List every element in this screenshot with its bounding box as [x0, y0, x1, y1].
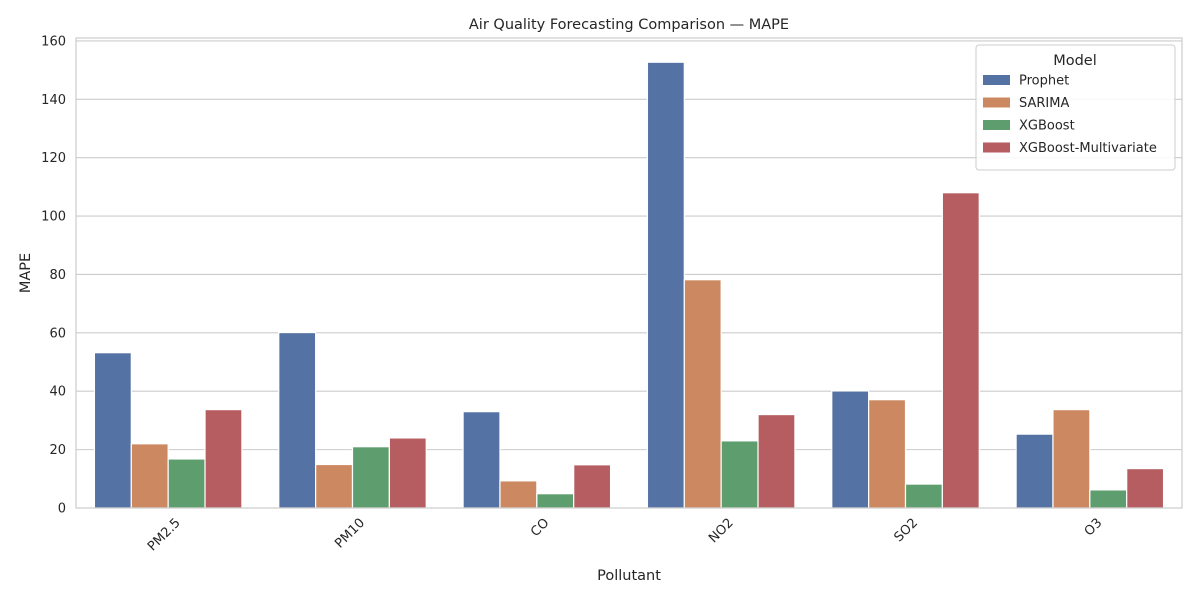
bar-prophet-pm2-5	[93, 352, 132, 509]
legend: Model Prophet SARIMA XGBoost XGBoost-Multiv…	[975, 44, 1176, 171]
bar-sarima-o3	[1052, 409, 1091, 509]
legend-label: XGBoost-Multivariate	[1019, 141, 1157, 156]
bar-xgboost-multivariate-pm2-5	[204, 409, 243, 509]
y-tick-label: 20	[49, 443, 66, 458]
y-tick-label: 160	[41, 34, 66, 49]
bar-xgboost-multivariate-pm10	[388, 437, 427, 509]
bar-xgboost-o3	[1089, 489, 1128, 509]
bar-prophet-pm10	[278, 331, 317, 509]
y-tick-label: 80	[49, 268, 66, 283]
bar-xgboost-co	[536, 493, 575, 509]
bar-prophet-o3	[1015, 433, 1054, 509]
legend-swatch	[983, 97, 1010, 108]
legend-title: Model	[1053, 53, 1097, 69]
bar-xgboost-no2	[720, 440, 759, 509]
bar-xgboost-multivariate-so2	[941, 192, 980, 509]
y-tick-labels: 0 20 40 60 80 100 120 140 160	[41, 34, 66, 516]
bar-xgboost-multivariate-no2	[757, 413, 796, 509]
legend-swatch	[983, 120, 1010, 130]
legend-label: XGBoost	[1019, 119, 1075, 134]
x-tick-label: NO2	[706, 516, 737, 547]
legend-label: SARIMA	[1019, 96, 1069, 111]
bar-sarima-pm2-5	[130, 443, 169, 509]
y-tick-label: 100	[41, 210, 66, 225]
x-tick-label: PM10	[332, 516, 368, 552]
bar-xgboost-pm2-5	[167, 458, 206, 509]
x-tick-labels: PM2.5 PM10 CO NO2 SO2 O3	[145, 516, 1105, 555]
bar-prophet-co	[462, 411, 501, 509]
y-axis-title: MAPE	[18, 253, 34, 293]
bar-sarima-pm10	[315, 463, 354, 509]
x-axis-title: Pollutant	[597, 568, 661, 584]
bar-prophet-so2	[831, 390, 870, 509]
y-tick-label: 140	[41, 93, 66, 108]
bars	[93, 61, 1165, 509]
legend-label: Prophet	[1019, 74, 1069, 89]
bar-sarima-so2	[868, 399, 907, 509]
bar-xgboost-pm10	[351, 446, 390, 509]
bar-prophet-no2	[646, 61, 685, 509]
x-tick-label: SO2	[892, 516, 922, 546]
x-tick-label: CO	[528, 516, 552, 540]
legend-box	[975, 44, 1176, 171]
x-tick-label: PM2.5	[145, 516, 184, 555]
y-tick-label: 120	[41, 151, 66, 166]
y-tick-label: 60	[49, 326, 66, 341]
y-tick-label: 0	[58, 502, 66, 517]
plot-frame	[75, 37, 1183, 509]
bar-xgboost-multivariate-o3	[1126, 467, 1165, 509]
bar-xgboost-multivariate-co	[573, 464, 612, 509]
chart-title: Air Quality Forecasting Comparison — MAP…	[469, 17, 789, 33]
bar-sarima-no2	[683, 279, 722, 509]
bar-sarima-co	[499, 480, 538, 509]
legend-swatch	[983, 75, 1010, 85]
y-tick-label: 40	[49, 385, 66, 400]
bar-xgboost-so2	[904, 483, 943, 509]
legend-swatch	[983, 142, 1010, 153]
x-tick-label: O3	[1082, 516, 1106, 540]
